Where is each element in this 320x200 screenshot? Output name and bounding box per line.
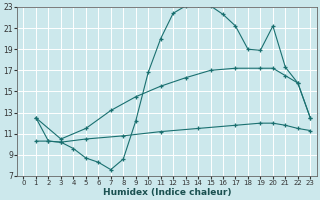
X-axis label: Humidex (Indice chaleur): Humidex (Indice chaleur) (103, 188, 231, 197)
